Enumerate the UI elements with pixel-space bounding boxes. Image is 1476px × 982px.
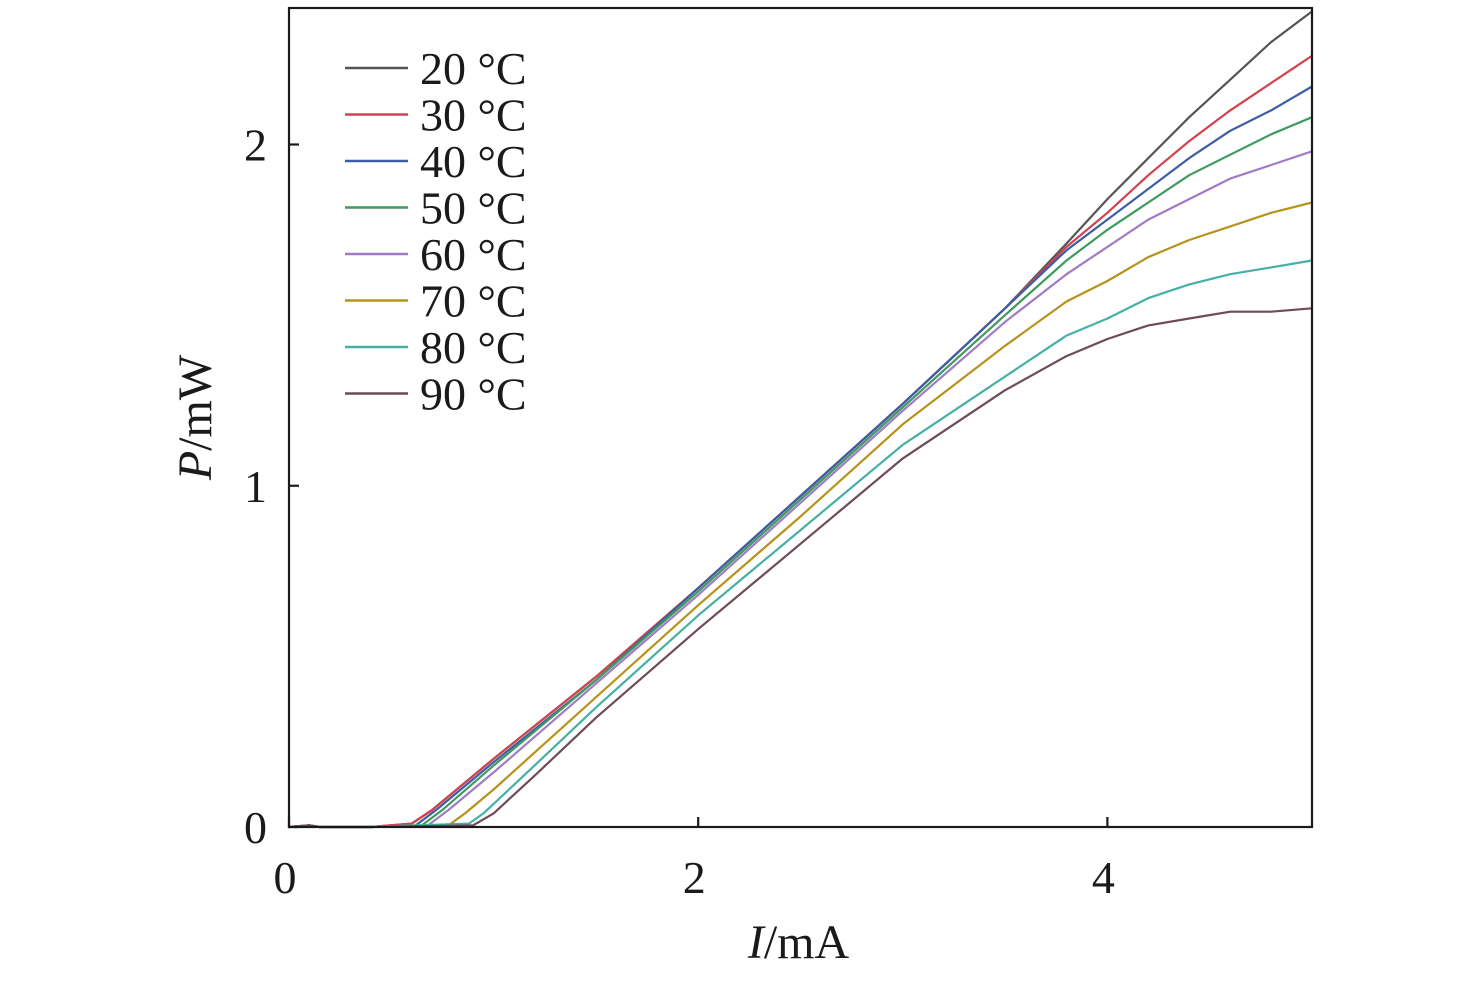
y-axis-label: P/mW [169,354,222,481]
legend-label: 70 °C [420,276,527,327]
legend-label: 50 °C [420,183,527,234]
legend-label: 40 °C [420,136,527,187]
legend-label: 30 °C [420,90,527,141]
y-tick-label: 1 [244,461,267,512]
y-axis-label-unit: /mW [169,354,222,451]
x-axis-label-unit: /mA [764,916,850,969]
x-tick-label: 2 [683,852,706,903]
y-axis-label-symbol: P [169,451,222,481]
y-tick-label: 0 [244,802,267,853]
legend-label: 20 °C [420,43,527,94]
legend-label: 60 °C [420,229,527,280]
y-tick-label: 2 [244,120,267,171]
x-tick-label: 0 [274,852,297,903]
legend-label: 90 °C [420,369,527,420]
x-axis-label-symbol: I [747,916,766,969]
legend: 20 °C30 °C40 °C50 °C60 °C70 °C80 °C90 °C [345,43,527,420]
x-tick-label: 4 [1092,852,1115,903]
legend-label: 80 °C [420,322,527,373]
x-axis-label: I/mA [747,916,850,969]
plot-frame [287,6,1314,829]
tick-layer: 0 2 4 0 1 2 [244,120,1115,904]
